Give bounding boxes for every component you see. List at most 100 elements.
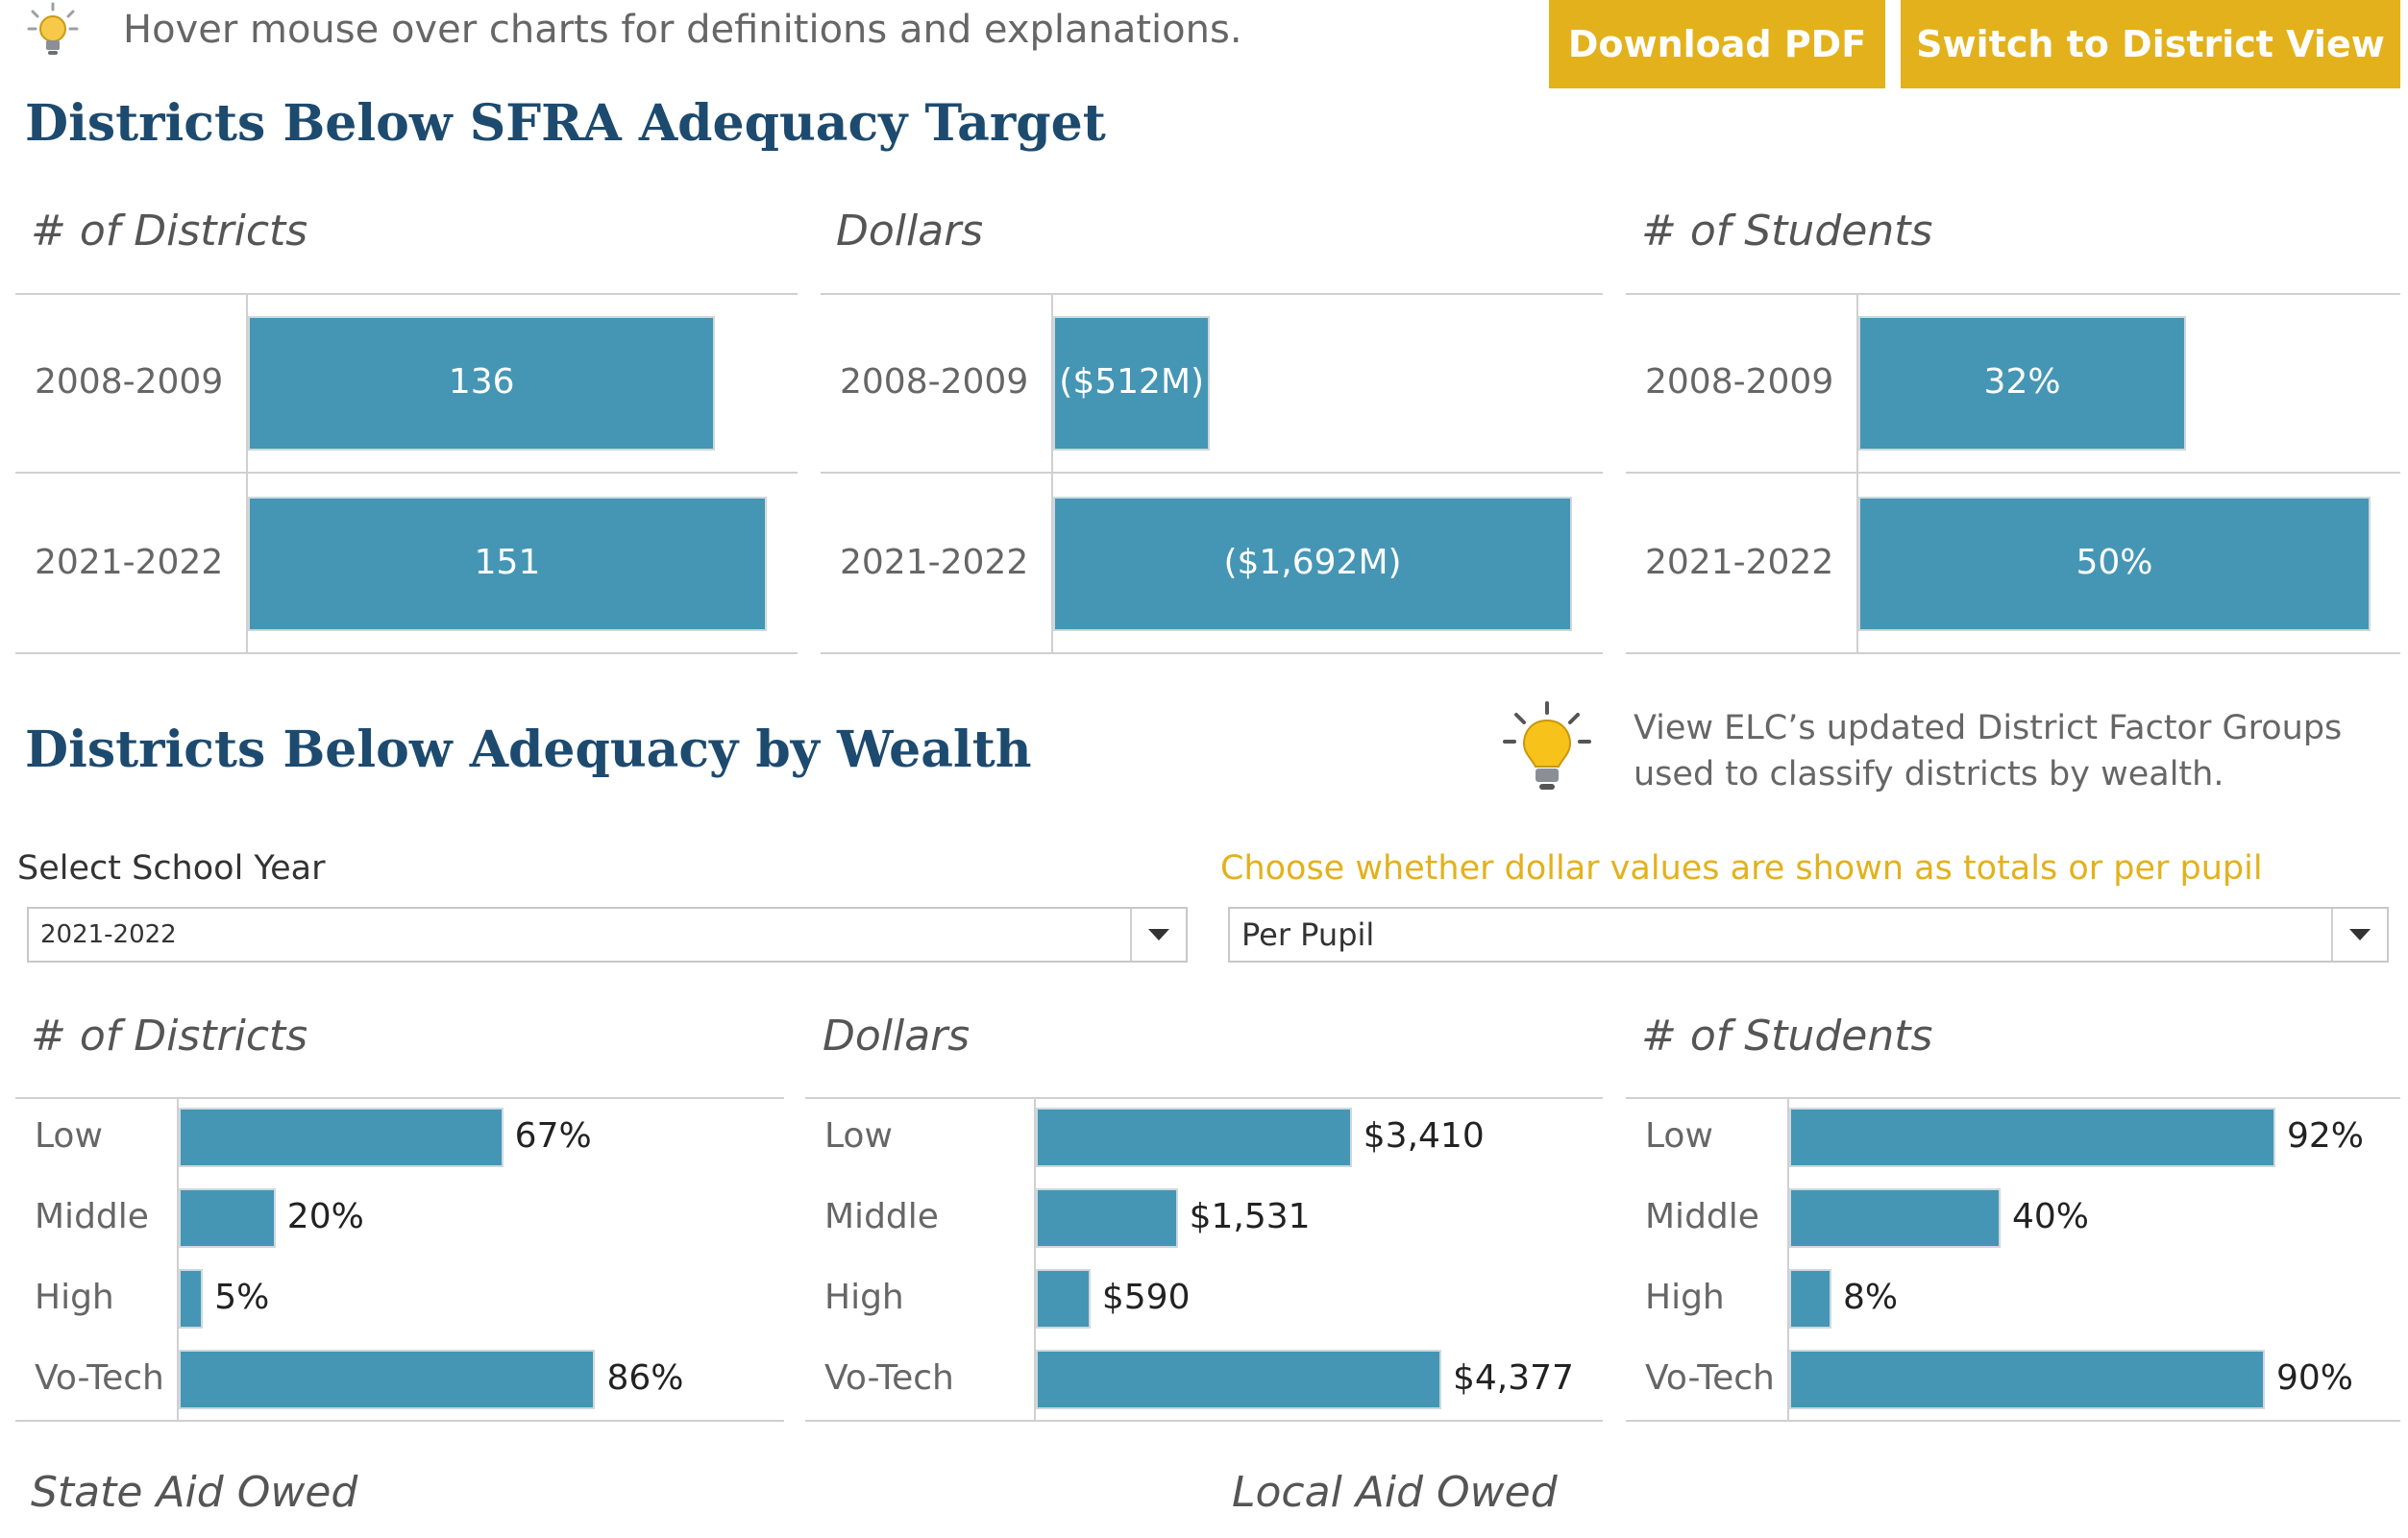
chart-dollars-by-year: 2008-2009 ($512M) 2021-2022 ($1,692M) bbox=[821, 293, 1603, 658]
category-label: High bbox=[1645, 1277, 1725, 1317]
chart-bottom-line bbox=[805, 1420, 1603, 1422]
category-label: 2008-2009 bbox=[1645, 361, 1834, 402]
bar[interactable] bbox=[1036, 1269, 1091, 1329]
chart-dollars-by-wealth: Low $3,410 Middle $1,531 High $590 Vo-Tech $4,3… bbox=[805, 1097, 1603, 1429]
category-label: Middle bbox=[35, 1196, 149, 1236]
local-aid-owed-title: Local Aid Owed bbox=[1232, 1468, 1558, 1517]
value-label: ($1,692M) bbox=[1223, 542, 1402, 582]
chart-students-by-year: 2008-2009 32% 2021-2022 50% bbox=[1626, 293, 2400, 658]
state-aid-owed-title: State Aid Owed bbox=[31, 1468, 358, 1517]
row-divider bbox=[821, 472, 1603, 474]
dollar-mode-select[interactable]: Per Pupil bbox=[1228, 907, 2389, 963]
section-title-adequacy-target: Districts Below SFRA Adequacy Target bbox=[25, 94, 1106, 153]
chart-top-line bbox=[1626, 293, 2400, 295]
chart-axis-line bbox=[1034, 1097, 1036, 1420]
hint-text: Hover mouse over charts for definitions … bbox=[123, 8, 1242, 52]
value-label: 20% bbox=[286, 1196, 364, 1236]
lightbulb-icon bbox=[27, 2, 79, 55]
bar[interactable] bbox=[1789, 1108, 2275, 1167]
chevron-down-icon[interactable] bbox=[1130, 909, 1186, 961]
bar[interactable] bbox=[1858, 497, 2371, 631]
chart-top-line bbox=[15, 1097, 784, 1099]
bar[interactable] bbox=[1036, 1350, 1441, 1409]
value-label: $590 bbox=[1101, 1277, 1191, 1317]
chart-axis-line bbox=[1787, 1097, 1789, 1420]
category-label: Middle bbox=[824, 1196, 939, 1236]
chart-title-dollars: Dollars bbox=[836, 207, 984, 256]
value-label: 90% bbox=[2276, 1357, 2354, 1398]
value-label: 32% bbox=[1983, 361, 2061, 402]
chart-title-dollars-wealth: Dollars bbox=[823, 1012, 971, 1061]
value-label: 86% bbox=[606, 1357, 684, 1398]
category-label: Middle bbox=[1645, 1196, 1759, 1236]
bar[interactable] bbox=[179, 1188, 276, 1248]
school-year-label: Select School Year bbox=[17, 849, 326, 888]
value-label: $3,410 bbox=[1363, 1115, 1485, 1156]
category-label: 2008-2009 bbox=[35, 361, 224, 402]
value-label: 151 bbox=[474, 542, 541, 582]
row-divider bbox=[821, 652, 1603, 654]
chart-top-line bbox=[15, 293, 798, 295]
bar[interactable] bbox=[248, 497, 767, 631]
chart-axis-line bbox=[246, 293, 248, 654]
bar[interactable] bbox=[1036, 1188, 1178, 1248]
value-label: $1,531 bbox=[1189, 1196, 1311, 1236]
category-label: Vo-Tech bbox=[35, 1357, 164, 1398]
value-label: 92% bbox=[2287, 1115, 2365, 1156]
bar[interactable] bbox=[179, 1350, 596, 1409]
value-label: 8% bbox=[1843, 1277, 1899, 1317]
category-label: High bbox=[35, 1277, 114, 1317]
bar[interactable] bbox=[179, 1269, 204, 1329]
category-label: 2021-2022 bbox=[35, 542, 224, 582]
chart-title-districts: # of Districts bbox=[31, 207, 308, 256]
bar[interactable] bbox=[1789, 1188, 2001, 1248]
value-label: $4,377 bbox=[1453, 1357, 1574, 1398]
chart-top-line bbox=[805, 1097, 1603, 1099]
dollar-mode-value: Per Pupil bbox=[1241, 916, 1375, 953]
category-label: 2008-2009 bbox=[840, 361, 1029, 402]
value-label: 50% bbox=[2076, 542, 2153, 582]
bar[interactable] bbox=[1036, 1108, 1352, 1167]
lightbulb-icon[interactable] bbox=[1501, 701, 1593, 797]
chart-title-students-wealth: # of Students bbox=[1641, 1012, 1933, 1061]
row-divider bbox=[15, 652, 798, 654]
value-label: 67% bbox=[514, 1115, 592, 1156]
bar[interactable] bbox=[1789, 1269, 1831, 1329]
bar[interactable] bbox=[1053, 316, 1211, 451]
bar[interactable] bbox=[1858, 316, 2187, 451]
chart-students-by-wealth: Low 92% Middle 40% High 8% Vo-Tech 90% bbox=[1626, 1097, 2400, 1429]
chart-title-districts-wealth: # of Districts bbox=[31, 1012, 308, 1061]
category-label: Low bbox=[35, 1115, 103, 1156]
chart-bottom-line bbox=[1626, 1420, 2400, 1422]
category-label: Low bbox=[824, 1115, 893, 1156]
section-title-by-wealth: Districts Below Adequacy by Wealth bbox=[25, 720, 1032, 779]
category-label: Low bbox=[1645, 1115, 1713, 1156]
chart-top-line bbox=[821, 293, 1603, 295]
chart-districts-by-year: 2008-2009 136 2021-2022 151 bbox=[15, 293, 798, 658]
bar[interactable] bbox=[1789, 1350, 2265, 1409]
school-year-value: 2021-2022 bbox=[40, 920, 177, 949]
download-pdf-button[interactable]: Download PDF bbox=[1549, 0, 1885, 88]
district-factor-groups-note[interactable]: View ELC’s updated District Factor Group… bbox=[1634, 709, 2343, 793]
switch-district-view-button[interactable]: Switch to District View bbox=[1901, 0, 2400, 88]
chart-top-line bbox=[1626, 1097, 2400, 1099]
value-label: ($512M) bbox=[1059, 361, 1205, 402]
category-label: Vo-Tech bbox=[1645, 1357, 1775, 1398]
chart-axis-line bbox=[177, 1097, 179, 1420]
dollar-mode-label: Choose whether dollar values are shown a… bbox=[1220, 849, 2263, 888]
chart-districts-by-wealth: Low 67% Middle 20% High 5% Vo-Tech 86% bbox=[15, 1097, 784, 1429]
chart-title-students: # of Students bbox=[1641, 207, 1933, 256]
row-divider bbox=[1626, 652, 2400, 654]
row-divider bbox=[1626, 472, 2400, 474]
bar[interactable] bbox=[248, 316, 716, 451]
bar[interactable] bbox=[1053, 497, 1572, 631]
bar[interactable] bbox=[179, 1108, 504, 1167]
chevron-down-icon[interactable] bbox=[2331, 909, 2387, 961]
category-label: High bbox=[824, 1277, 904, 1317]
row-divider bbox=[15, 472, 798, 474]
value-label: 40% bbox=[2012, 1196, 2090, 1236]
school-year-select[interactable]: 2021-2022 bbox=[27, 907, 1188, 963]
chart-axis-line bbox=[1856, 293, 1858, 654]
category-label: Vo-Tech bbox=[824, 1357, 954, 1398]
chart-axis-line bbox=[1051, 293, 1053, 654]
